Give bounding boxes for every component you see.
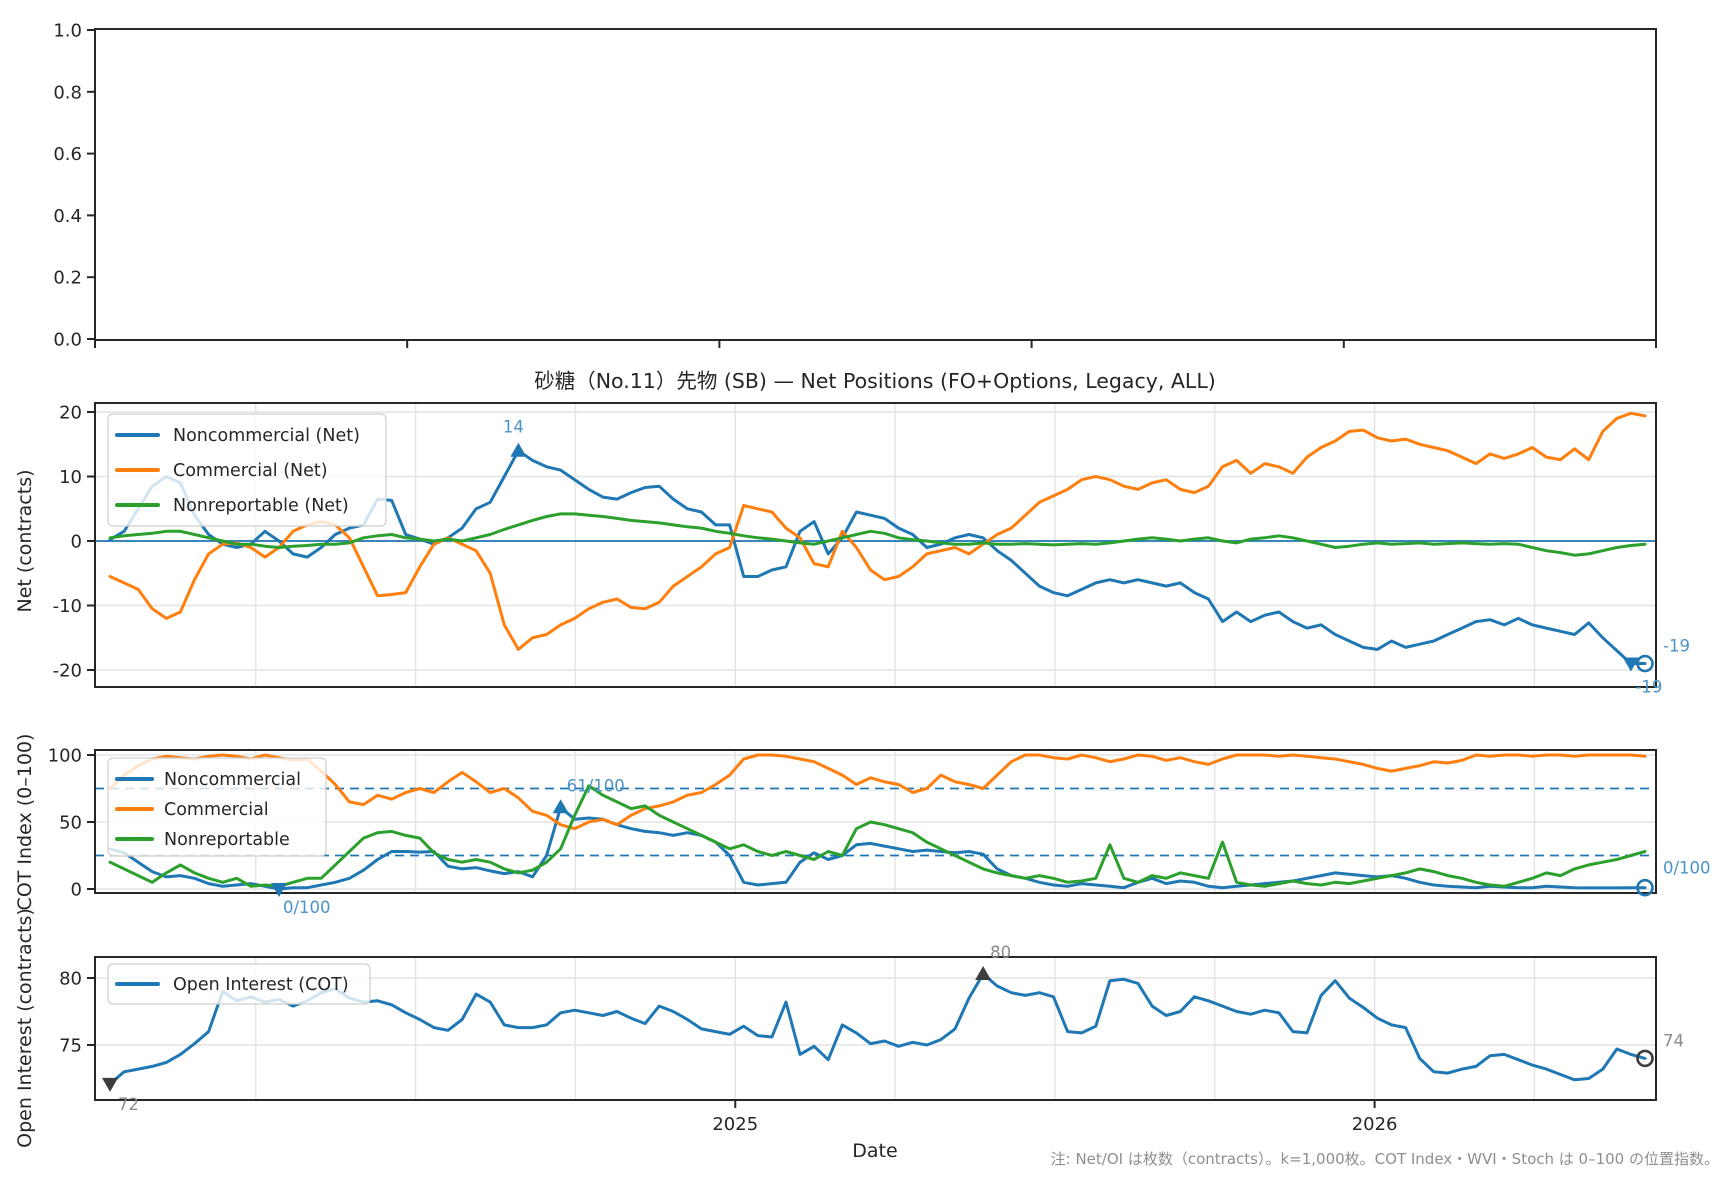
- net-y-axis-label: Net (contracts): [14, 469, 36, 612]
- annotation-value: 14: [503, 418, 524, 437]
- y-tick-label: -10: [53, 596, 82, 617]
- annotation-value: 80: [990, 943, 1011, 962]
- legend-label: Commercial (Net): [173, 461, 328, 481]
- annotation-value: 0/100: [283, 898, 331, 917]
- oi-y-axis-label: Open Interest (contracts): [14, 908, 36, 1148]
- legend-label: Commercial: [164, 800, 269, 820]
- legend: Noncommercial Commercial Nonreportable: [107, 757, 327, 857]
- y-tick-label: 100: [48, 746, 82, 767]
- y-tick-label: 0.8: [53, 82, 82, 103]
- min-marker-triangle-down: [270, 883, 287, 897]
- panel-oi: Open Interest (COT) 80 75 72 80 74: [59, 943, 1684, 1114]
- x-tick-label: 2025: [712, 1114, 758, 1135]
- min-marker-triangle-down: [102, 1077, 118, 1092]
- annotation-value: -19: [1635, 678, 1662, 697]
- annotation-value: 61/100: [567, 776, 625, 795]
- legend-box: [107, 757, 327, 857]
- series-line-commercial: [108, 753, 1647, 831]
- last-value-marker-circle: [1636, 654, 1654, 673]
- legend-label: Noncommercial: [164, 770, 301, 790]
- y-tick-label: 1.0: [53, 21, 82, 42]
- y-tick-label: 10: [59, 467, 82, 488]
- axes-spines: [94, 28, 1657, 341]
- axes-spines: [94, 402, 1657, 688]
- net-panel-title: 砂糖（No.11）先物 (SB) — Net Positions (FO+Opt…: [534, 369, 1216, 393]
- min-marker-triangle-down: [1622, 657, 1639, 672]
- y-tick-label: 75: [59, 1036, 82, 1057]
- panel-cot-index: Noncommercial Commercial Nonreportable 100 5…: [48, 746, 1711, 918]
- generated-chart-layers: 1.0 0.8 0.6 0.4 0.2 0.0 Noncommercial (Net) Com…: [48, 21, 1711, 1136]
- y-tick-label: 0.2: [53, 268, 82, 289]
- last-value-marker-circle: [1636, 878, 1654, 897]
- y-tick-label: 0: [71, 880, 82, 901]
- panel-net: Noncommercial (Net) Commercial (Net) Nonre…: [53, 402, 1690, 697]
- legend-box: [107, 963, 371, 1005]
- max-marker-triangle-up: [552, 799, 569, 814]
- y-tick-label: 80: [59, 969, 82, 990]
- annotation-value: 74: [1663, 1031, 1684, 1050]
- y-tick-label: 0.4: [53, 206, 82, 227]
- legend-box: [107, 413, 387, 527]
- max-marker-triangle-up: [510, 442, 527, 457]
- annotation-value: 0/100: [1663, 859, 1711, 878]
- axes-spines: [94, 956, 1657, 1101]
- legend-label: Open Interest (COT): [173, 975, 349, 995]
- max-marker-triangle-up: [975, 965, 992, 980]
- x-axis-label: Date: [852, 1140, 897, 1162]
- legend: Noncommercial (Net) Commercial (Net) Nonre…: [107, 413, 387, 527]
- x-tick-label: 2026: [1352, 1114, 1398, 1135]
- last-value-marker-circle: [1636, 1049, 1654, 1068]
- series-line-noncommercial: [108, 805, 1647, 891]
- series-line-nonreportable-net-: [108, 512, 1647, 557]
- series-line-nonreportable: [108, 784, 1647, 888]
- y-tick-label: -20: [53, 661, 82, 682]
- y-tick-label: 20: [59, 403, 82, 424]
- cot-index-y-axis-label: COT Index (0–100): [14, 734, 36, 911]
- panel-empty: 1.0 0.8 0.6 0.4 0.2 0.0: [53, 21, 1657, 351]
- legend-label: Nonreportable (Net): [173, 496, 349, 516]
- y-tick-label: 50: [59, 813, 82, 834]
- y-tick-label: 0.6: [53, 144, 82, 165]
- y-tick-label: 0.0: [53, 330, 82, 351]
- footnote: 注: Net/OI は枚数（contracts）。k=1,000枚。COT In…: [1051, 1150, 1719, 1168]
- legend: Open Interest (COT): [107, 963, 371, 1005]
- annotation-value: 72: [118, 1095, 139, 1114]
- y-tick-label: 0: [71, 532, 82, 553]
- annotation-value: -19: [1663, 637, 1690, 656]
- legend-label: Nonreportable: [164, 830, 290, 850]
- legend-label: Noncommercial (Net): [173, 426, 360, 446]
- series-line-commercial-net-: [108, 411, 1647, 651]
